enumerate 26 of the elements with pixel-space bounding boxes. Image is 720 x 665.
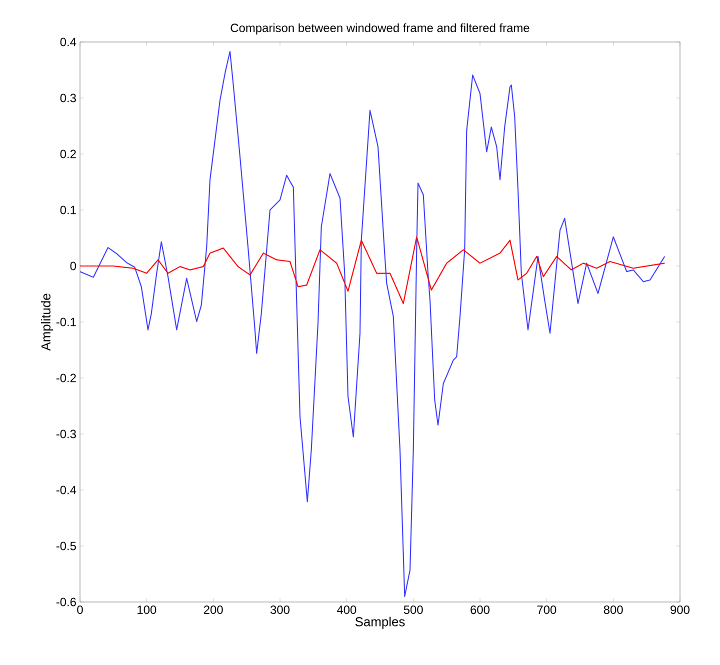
y-tick-label: 0.3	[60, 94, 76, 102]
y-tick-label: 0.4	[60, 38, 76, 46]
y-tick-label: 0.2	[60, 150, 76, 158]
y-axis-title: Amplitude	[40, 294, 54, 351]
x-tick-label: 0	[77, 606, 83, 614]
x-tick-label: 200	[204, 606, 223, 614]
x-tick-label: 800	[604, 606, 623, 614]
y-tick-label: 0	[70, 262, 76, 270]
x-tick-label: 700	[537, 606, 556, 614]
x-axis-title: Samples	[355, 616, 405, 629]
x-tick-label: 300	[270, 606, 290, 614]
x-tick-label: 600	[470, 606, 490, 614]
x-tick-label: 500	[404, 606, 423, 614]
line-series	[80, 236, 666, 304]
x-tick-label: 400	[336, 606, 356, 614]
chart-title: Comparison between windowed frame and filtered frame	[230, 23, 530, 34]
y-tick-label: -0.2	[56, 374, 76, 382]
x-tick-label: 100	[138, 606, 156, 614]
line-series	[80, 50, 666, 597]
y-tick-label: 0.1	[60, 206, 76, 214]
y-tick-label: -0.1	[56, 318, 76, 326]
y-tick-label: -0.4	[56, 486, 76, 494]
y-tick-label: -0.3	[56, 430, 76, 438]
y-tick-label: -0.5	[56, 542, 76, 550]
x-tick-label: 900	[670, 606, 690, 614]
y-tick-label: -0.6	[56, 598, 76, 606]
